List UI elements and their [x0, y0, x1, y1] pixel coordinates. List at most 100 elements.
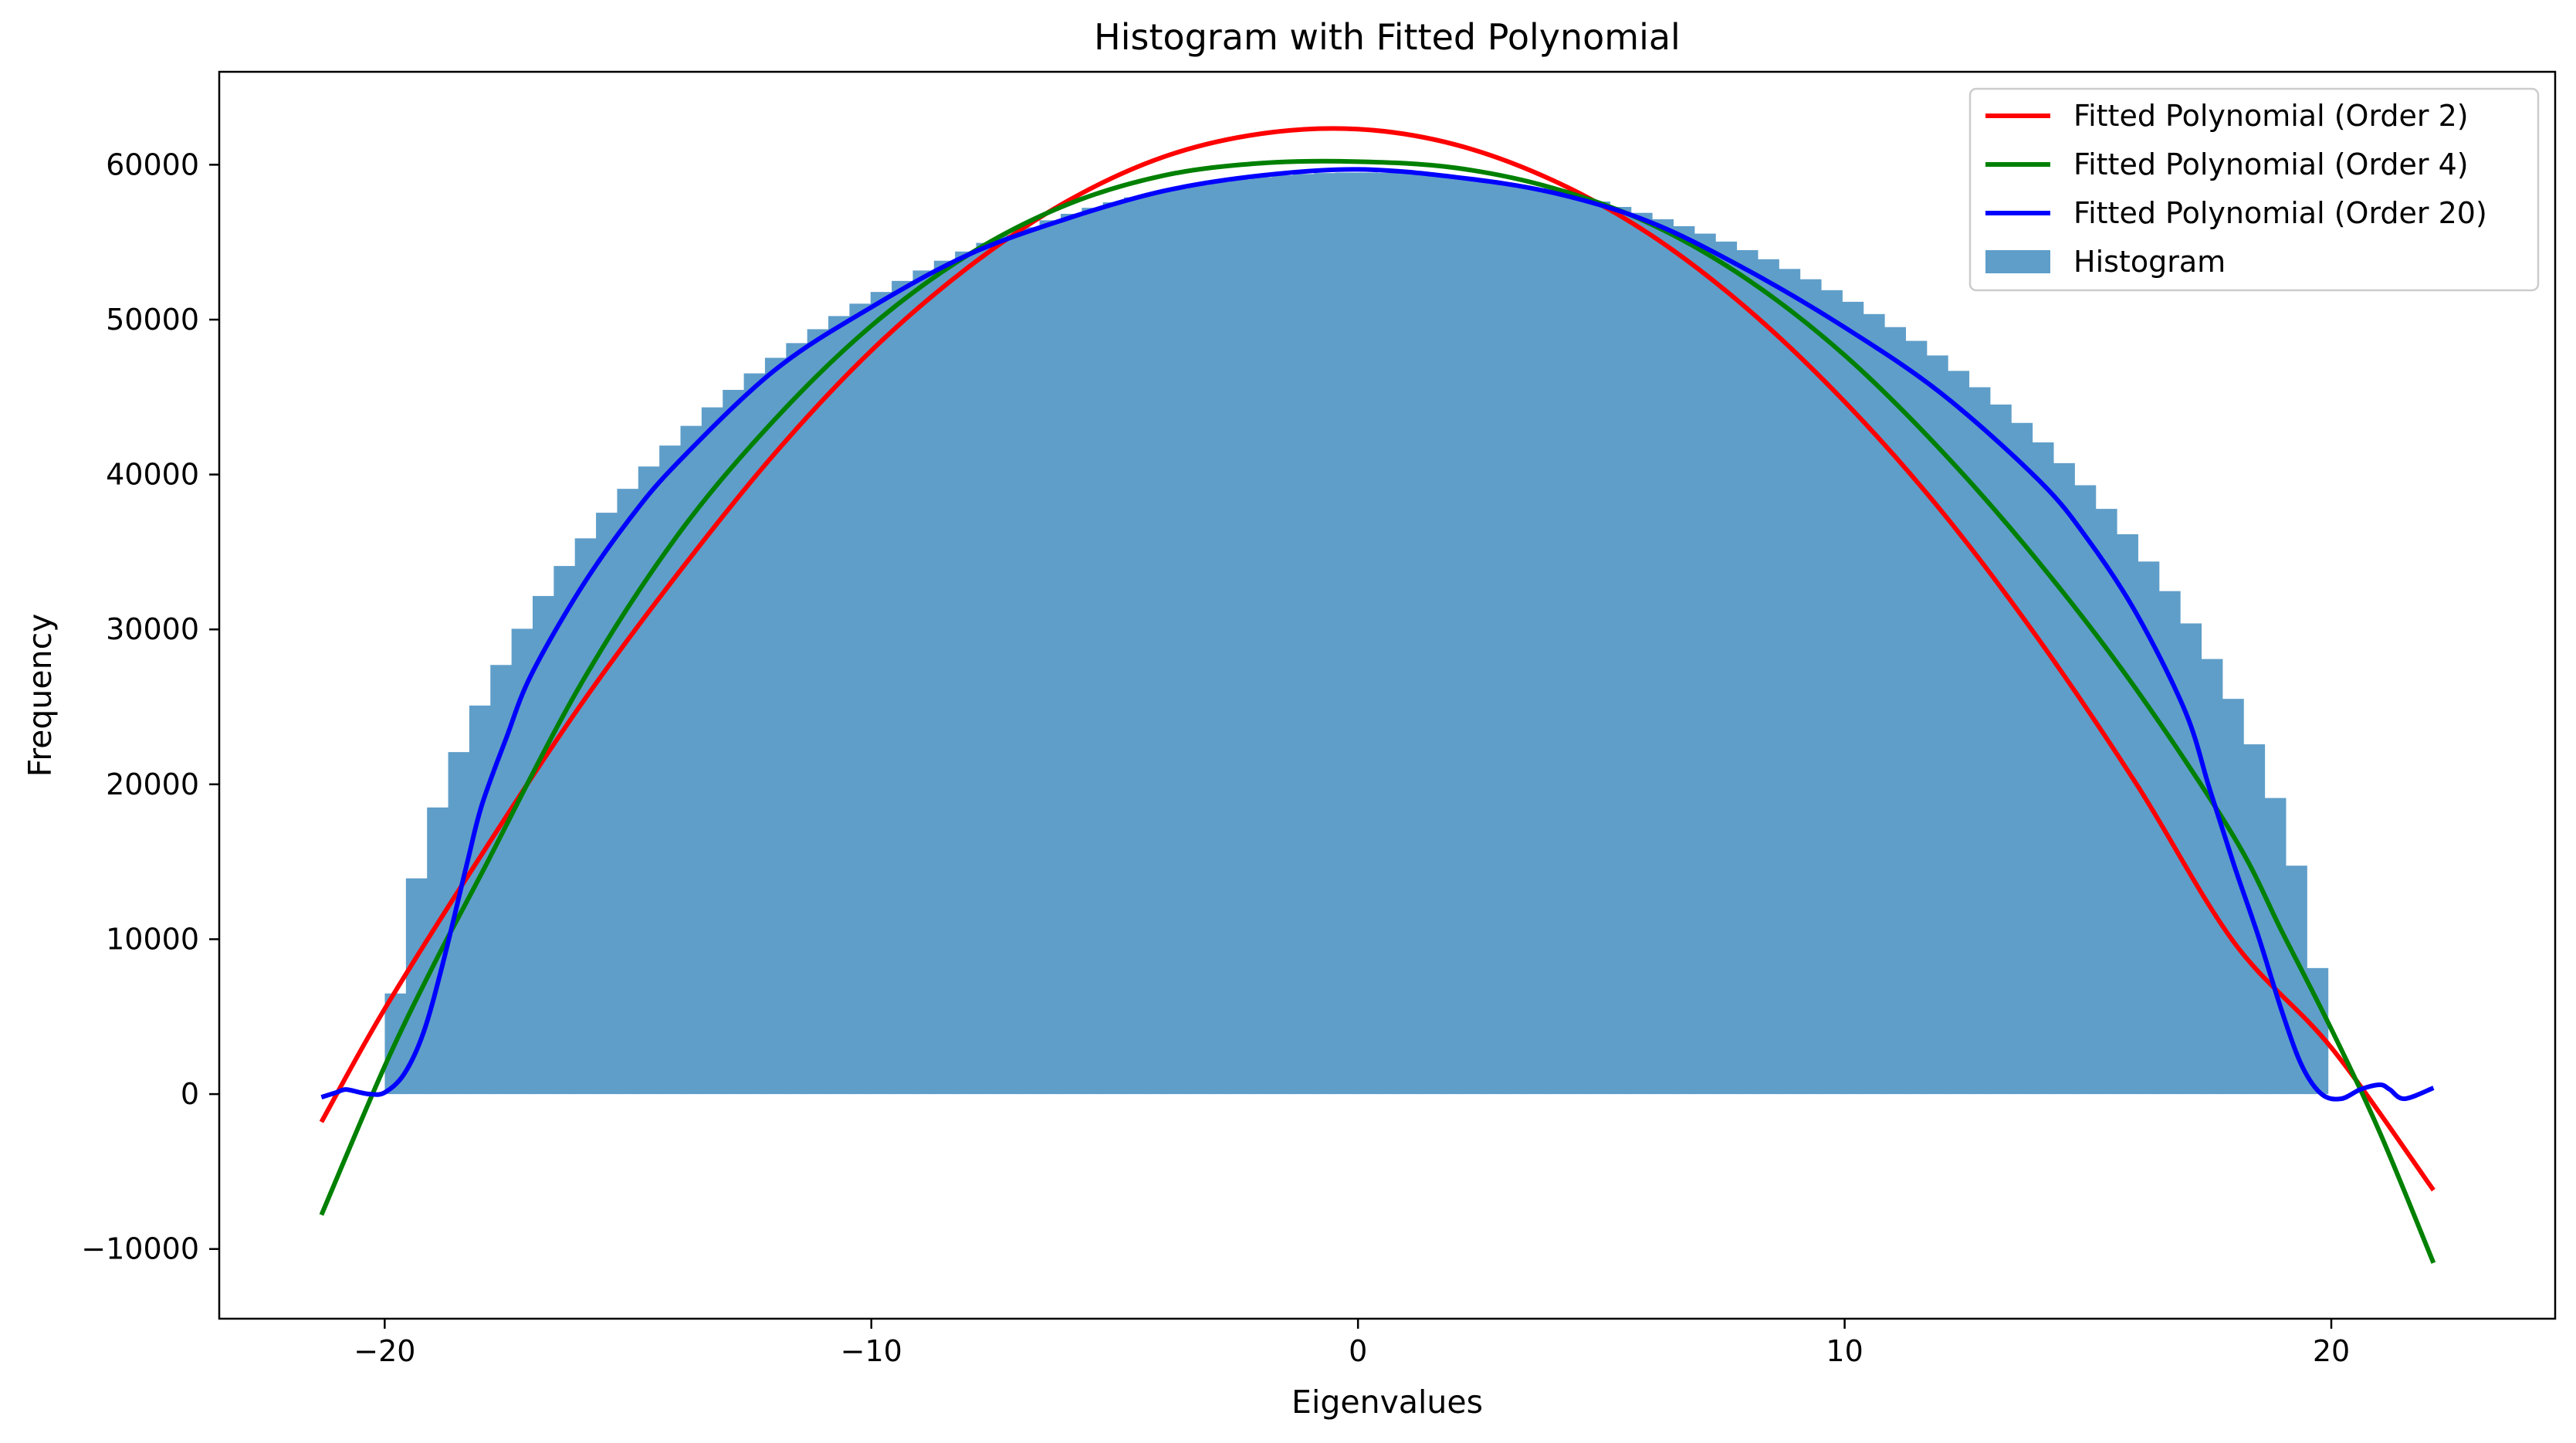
- histogram-bar: [1905, 340, 1928, 1095]
- x-tick-label: −20: [354, 1334, 415, 1368]
- histogram-bar: [764, 357, 787, 1095]
- histogram-bar: [1567, 196, 1589, 1095]
- histogram-bar: [638, 466, 660, 1095]
- histogram-bar: [469, 705, 491, 1095]
- histogram-bar: [1968, 387, 1991, 1095]
- legend-label: Histogram: [2073, 245, 2226, 279]
- histogram-bar: [1356, 172, 1378, 1095]
- histogram-bar: [1779, 269, 1801, 1095]
- histogram-bar: [955, 251, 977, 1095]
- histogram-bar: [2285, 865, 2307, 1095]
- histogram-bar: [2053, 462, 2075, 1095]
- histogram-bar: [807, 329, 829, 1095]
- x-axis-title: Eigenvalues: [1291, 1384, 1483, 1421]
- histogram-bar: [1673, 225, 1695, 1095]
- histogram-bar: [1820, 290, 1843, 1095]
- histogram-bar: [1145, 192, 1167, 1095]
- legend: Fitted Polynomial (Order 2) Fitted Polyno…: [1968, 87, 2540, 292]
- histogram-bar: [1461, 178, 1484, 1095]
- histogram-bar: [1799, 279, 1822, 1095]
- histogram-bar: [2011, 422, 2033, 1095]
- y-tick-label: 60000: [106, 147, 199, 181]
- histogram-bar: [1124, 197, 1146, 1095]
- x-tick-label: 10: [1826, 1334, 1863, 1368]
- y-tick-label: 40000: [106, 458, 199, 492]
- histogram-bar: [1166, 188, 1188, 1095]
- y-tick-label: −10000: [81, 1232, 199, 1266]
- histogram-bar: [1715, 241, 1738, 1095]
- histogram-bar: [870, 292, 892, 1095]
- histogram-bar: [1652, 218, 1674, 1095]
- y-tick-label: 30000: [106, 612, 199, 646]
- chart-title: Histogram with Fitted Polynomial: [1094, 16, 1681, 58]
- histogram-bar: [511, 628, 533, 1095]
- y-axis-title: Frequency: [22, 614, 59, 777]
- plot-frame: [218, 70, 2557, 1320]
- series-line-1: [319, 126, 2436, 1192]
- histogram-bar: [2201, 659, 2223, 1095]
- histogram-bar: [1187, 185, 1210, 1095]
- histogram-bar: [1610, 207, 1632, 1095]
- histogram-bar: [532, 595, 554, 1095]
- histogram-bar: [1377, 172, 1400, 1095]
- histogram-bar: [1102, 202, 1125, 1095]
- histogram-bar: [1208, 181, 1230, 1095]
- histogram-bar: [743, 373, 766, 1095]
- x-tick-label: −10: [841, 1334, 902, 1368]
- histogram-bar: [1483, 181, 1505, 1095]
- histogram-bar: [1251, 177, 1273, 1095]
- histogram-bar: [2095, 509, 2117, 1095]
- histogram-bar: [786, 343, 808, 1095]
- histogram-bar: [1398, 174, 1420, 1095]
- histogram-bar: [1842, 301, 1864, 1095]
- histogram-bar: [1314, 173, 1336, 1095]
- histogram-bar: [596, 513, 618, 1095]
- histogram-bar: [1440, 176, 1463, 1095]
- histogram-bar: [553, 566, 576, 1095]
- histogram-bar: [1271, 175, 1294, 1095]
- histogram-bar: [1525, 188, 1547, 1095]
- y-tick-label: 20000: [106, 767, 199, 801]
- legend-swatch-patch: [1985, 250, 2050, 273]
- histogram-bar: [997, 235, 1019, 1095]
- histogram-bar: [2032, 442, 2054, 1095]
- histogram-bar: [1736, 249, 1759, 1095]
- histogram-bar: [2222, 699, 2244, 1095]
- histogram-bar: [1292, 174, 1315, 1095]
- histogram-bar: [1018, 227, 1041, 1095]
- x-tick-label: 0: [1349, 1334, 1367, 1368]
- histogram-bar: [1504, 185, 1526, 1095]
- histogram-bar: [2138, 561, 2160, 1095]
- histogram-bar: [1060, 213, 1082, 1095]
- histogram-bar: [1082, 208, 1104, 1095]
- histogram-bar: [1630, 212, 1653, 1095]
- y-tick-label: 50000: [106, 303, 199, 337]
- histogram-bar: [1229, 179, 1251, 1095]
- x-axis: −20 −10 0 10 20: [354, 1319, 2350, 1368]
- legend-label: Fitted Polynomial (Order 2): [2073, 99, 2469, 133]
- histogram-bar: [1335, 172, 1357, 1095]
- histogram-bar: [1694, 233, 1716, 1095]
- histogram-bar: [1757, 259, 1779, 1095]
- histogram-bar: [912, 270, 935, 1095]
- histogram-bar: [1948, 371, 1970, 1095]
- histogram-bar: [849, 303, 872, 1095]
- histogram-bar: [617, 489, 639, 1095]
- plot-area: [319, 126, 2436, 1264]
- histogram-bar: [701, 407, 723, 1095]
- histogram-bar: [1546, 191, 1569, 1095]
- legend-label: Fitted Polynomial (Order 20): [2073, 196, 2487, 230]
- histogram-bar: [2116, 534, 2138, 1095]
- histogram-bar: [1588, 202, 1610, 1095]
- y-tick-label: 0: [181, 1077, 199, 1111]
- histogram-bar: [892, 280, 914, 1095]
- histogram-bar: [680, 425, 702, 1095]
- histogram-bar: [723, 389, 745, 1095]
- histogram-bar: [1039, 220, 1061, 1095]
- histogram-bar: [828, 316, 850, 1095]
- legend-box: [1968, 87, 2540, 292]
- legend-label: Fitted Polynomial (Order 4): [2073, 147, 2469, 181]
- histogram-bar: [574, 538, 597, 1095]
- histogram-bar: [976, 242, 998, 1095]
